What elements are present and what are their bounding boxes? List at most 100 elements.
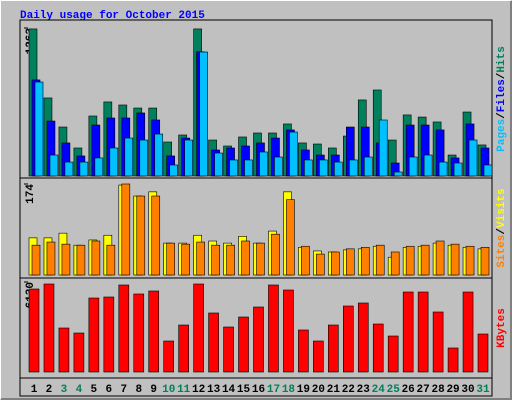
bar bbox=[73, 332, 85, 373]
x-tick-label: 26 bbox=[402, 384, 415, 396]
x-tick-label: 13 bbox=[207, 384, 221, 396]
bar bbox=[256, 242, 265, 276]
x-tick-label: 15 bbox=[237, 384, 251, 396]
bar bbox=[64, 161, 74, 177]
bar bbox=[226, 244, 235, 276]
bar bbox=[178, 324, 189, 373]
bar bbox=[405, 245, 415, 276]
bar bbox=[28, 288, 40, 373]
bar bbox=[139, 139, 149, 177]
bar bbox=[298, 329, 309, 373]
bar bbox=[417, 291, 429, 373]
bar bbox=[286, 199, 295, 276]
legend-separator: / bbox=[496, 112, 508, 119]
x-tick-label: 18 bbox=[282, 384, 296, 396]
bar bbox=[450, 243, 460, 276]
x-tick-label: 16 bbox=[252, 384, 265, 396]
bar bbox=[184, 139, 193, 177]
bar bbox=[304, 159, 313, 177]
x-tick-label: 14 bbox=[222, 384, 236, 396]
legend-entry: Pages bbox=[496, 119, 508, 152]
bar bbox=[363, 156, 373, 177]
bar bbox=[468, 139, 478, 177]
bar bbox=[301, 245, 310, 276]
bar bbox=[106, 244, 116, 276]
bar bbox=[378, 119, 388, 177]
bar bbox=[360, 246, 370, 276]
x-tick-label: 19 bbox=[297, 384, 310, 396]
legend: KBytes bbox=[496, 308, 508, 348]
bar bbox=[199, 51, 208, 177]
bar bbox=[345, 248, 355, 276]
bar bbox=[313, 340, 324, 373]
bar bbox=[91, 240, 101, 276]
x-tick-label: 11 bbox=[177, 384, 191, 396]
bar bbox=[387, 335, 399, 373]
bar bbox=[334, 161, 343, 177]
bar bbox=[393, 171, 403, 177]
bar bbox=[61, 243, 71, 276]
bar bbox=[166, 242, 175, 276]
x-tick-label: 7 bbox=[120, 384, 127, 396]
x-tick-label: 8 bbox=[135, 384, 142, 396]
legend-separator: / bbox=[496, 228, 508, 235]
bar bbox=[43, 283, 55, 373]
bar bbox=[133, 293, 145, 373]
bar bbox=[169, 164, 178, 177]
bar bbox=[181, 243, 190, 276]
bar bbox=[118, 284, 130, 373]
bar bbox=[390, 251, 400, 276]
bar bbox=[423, 154, 433, 177]
bar bbox=[372, 323, 384, 373]
bar bbox=[462, 291, 474, 373]
bar bbox=[408, 156, 418, 177]
bar bbox=[211, 244, 220, 276]
x-tick-label: 6 bbox=[106, 384, 113, 396]
bar bbox=[283, 289, 294, 373]
x-tick-label: 25 bbox=[387, 384, 401, 396]
x-tick-label: 24 bbox=[372, 384, 386, 396]
bar bbox=[289, 131, 298, 177]
x-tick-label: 23 bbox=[357, 384, 371, 396]
bar bbox=[432, 311, 444, 373]
bar bbox=[259, 151, 268, 177]
x-tick-label: 28 bbox=[431, 384, 445, 396]
legend: Pages/Files/Hits bbox=[496, 46, 508, 152]
legend-entry: Hits bbox=[496, 46, 508, 72]
x-tick-label: 21 bbox=[327, 384, 341, 396]
bar bbox=[477, 333, 489, 373]
bar bbox=[319, 159, 328, 177]
bar bbox=[229, 159, 238, 177]
bar bbox=[331, 251, 340, 276]
x-tick-label: 31 bbox=[476, 384, 490, 396]
x-tick-label: 17 bbox=[267, 384, 280, 396]
bar bbox=[46, 241, 56, 276]
bar bbox=[480, 246, 490, 276]
bar bbox=[465, 245, 475, 276]
x-tick-label: 30 bbox=[461, 384, 474, 396]
bar bbox=[121, 183, 131, 276]
bar bbox=[271, 233, 280, 276]
x-tick-label: 27 bbox=[417, 384, 430, 396]
x-tick-label: 10 bbox=[162, 384, 175, 396]
bar bbox=[375, 244, 385, 276]
x-tick-label: 12 bbox=[192, 384, 205, 396]
bar bbox=[214, 152, 223, 177]
bar bbox=[49, 154, 59, 177]
bar bbox=[79, 161, 89, 177]
bar bbox=[435, 240, 445, 276]
panel bbox=[19, 277, 493, 379]
legend-entry: Files bbox=[496, 79, 508, 112]
bar bbox=[151, 195, 161, 276]
bar bbox=[136, 195, 146, 276]
bar bbox=[163, 340, 174, 373]
bar bbox=[241, 240, 250, 276]
legend-entry: Sites bbox=[496, 235, 508, 268]
bar bbox=[34, 81, 44, 177]
bar bbox=[196, 241, 205, 276]
x-tick-label: 29 bbox=[446, 384, 459, 396]
bar bbox=[328, 324, 339, 373]
bar bbox=[31, 244, 41, 276]
bar bbox=[244, 159, 253, 177]
